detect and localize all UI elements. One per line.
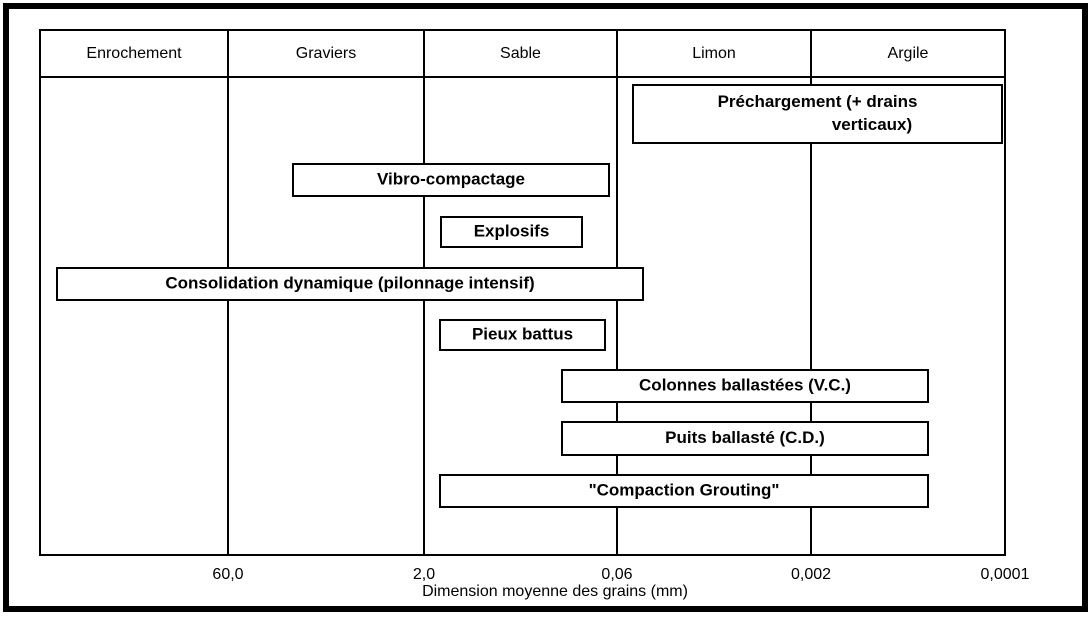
technique-box (56, 267, 644, 301)
technique-box (561, 421, 929, 456)
technique-label: Pieux battus (472, 324, 573, 343)
technique: Consolidation dynamique (pilonnage inten… (56, 267, 644, 301)
technique-label: Consolidation dynamique (pilonnage inten… (165, 273, 534, 292)
technique-label: Puits ballasté (C.D.) (665, 428, 825, 447)
technique-box (292, 163, 610, 197)
tick-label: 0,06 (601, 566, 632, 583)
technique: Préchargement (+ drains verticaux) (632, 84, 1003, 144)
technique-label: Colonnes ballastées (V.C.) (639, 375, 851, 394)
technique: Explosifs (440, 216, 583, 248)
technique: Puits ballasté (C.D.) (561, 421, 929, 456)
technique: Vibro-compactage (292, 163, 610, 197)
technique-box (561, 369, 929, 403)
technique: "Compaction Grouting" (439, 474, 929, 508)
tick-label: 60,0 (212, 566, 243, 583)
tick-label: 0,0001 (981, 566, 1030, 583)
technique-label: verticaux) (832, 115, 912, 134)
technique: Pieux battus (439, 319, 606, 351)
labels: Enrochement Graviers Sable Limon Argile 60,0 2… (86, 45, 1029, 600)
technique-box (632, 84, 1003, 144)
technique-label: Vibro-compactage (377, 169, 525, 188)
technique-box (439, 319, 606, 351)
column-label: Enrochement (86, 45, 182, 62)
tick-label: 0,002 (791, 566, 831, 583)
chart-box (39, 29, 1006, 556)
technique: Colonnes ballastées (V.C.) (561, 369, 929, 403)
technique-box (440, 216, 583, 248)
column-label: Sable (500, 45, 541, 62)
technique-label: Préchargement (+ drains (718, 92, 918, 111)
column-label: Argile (888, 45, 929, 62)
technique-label: "Compaction Grouting" (589, 480, 780, 499)
tick-label: 2,0 (413, 566, 435, 583)
column-label: Graviers (296, 45, 356, 62)
techniques: Préchargement (+ drains verticaux) Vibro-c… (56, 84, 1003, 508)
technique-box (439, 474, 929, 508)
axis-title: Dimension moyenne des grains (mm) (422, 583, 688, 600)
column-label: Limon (692, 45, 736, 62)
technique-label: Explosifs (474, 221, 550, 240)
